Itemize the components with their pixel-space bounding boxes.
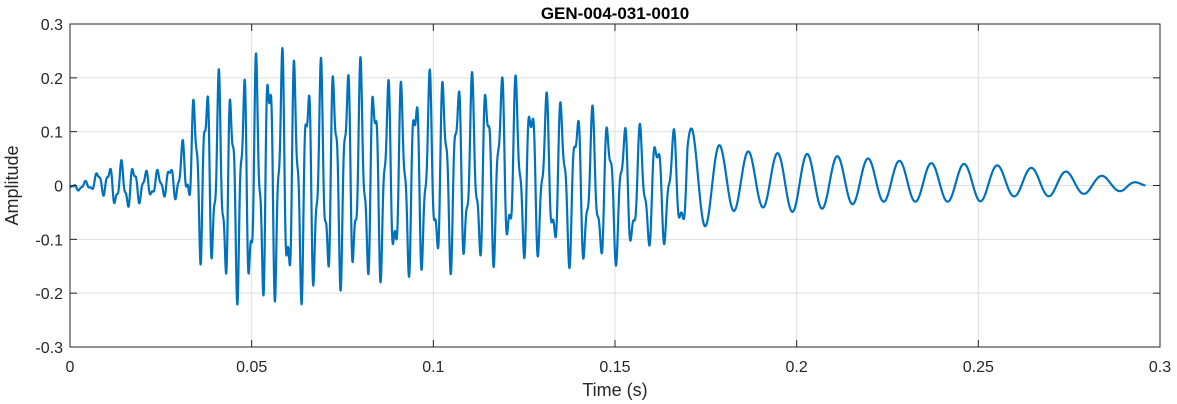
y-tick-label: -0.2	[35, 286, 63, 303]
x-tick-label: 0.3	[1149, 359, 1171, 376]
y-tick-label: -0.3	[35, 340, 63, 357]
x-axis-label: Time (s)	[582, 380, 647, 400]
y-tick-label: 0.1	[41, 125, 63, 142]
x-tick-label: 0.2	[786, 359, 808, 376]
y-tick-label: 0.3	[41, 17, 63, 34]
x-tick-label: 0.25	[963, 359, 994, 376]
y-tick-label: -0.1	[35, 232, 63, 249]
x-tick-label: 0.05	[236, 359, 267, 376]
x-tick-label: 0.1	[422, 359, 444, 376]
x-tick-labels: 0 0.05 0.1 0.15 0.2 0.25 0.3	[66, 359, 1172, 376]
tick-marks	[69, 23, 1161, 348]
y-tick-label: 0	[54, 179, 63, 196]
chart-title: GEN-004-031-0010	[541, 4, 689, 23]
y-tick-label: 0.2	[41, 71, 63, 88]
y-axis-label: Amplitude	[2, 145, 22, 225]
waveform-line	[69, 47, 1147, 306]
y-tick-labels: -0.3 -0.2 -0.1 0 0.1 0.2 0.3	[35, 17, 63, 357]
x-tick-label: 0	[66, 359, 75, 376]
grid-lines	[70, 24, 1160, 347]
series-layer	[69, 47, 1147, 306]
x-tick-label: 0.15	[599, 359, 630, 376]
